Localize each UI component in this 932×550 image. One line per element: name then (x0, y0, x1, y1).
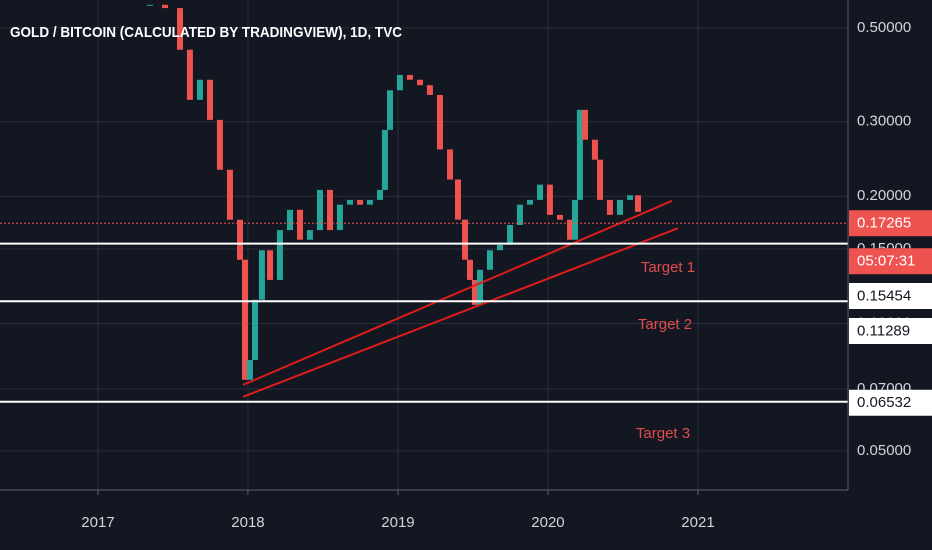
candle (546, 184, 553, 215)
y-tick-label: 0.05000 (857, 442, 911, 459)
x-tick-label: 2017 (81, 514, 114, 531)
candle (567, 219, 574, 240)
level-label-box (849, 283, 932, 309)
candle (597, 159, 604, 200)
candle (616, 199, 623, 215)
axes: 0.500000.300000.200000.150000.100000.070… (81, 19, 932, 531)
candle (556, 214, 563, 220)
countdown-label: 05:07:31 (857, 253, 915, 270)
x-tick-label: 2019 (381, 514, 414, 531)
candle (606, 199, 613, 215)
candle (297, 209, 304, 240)
trend-line (242, 227, 679, 398)
countdown-label-box (849, 248, 932, 275)
candle (357, 199, 364, 205)
candle (276, 230, 283, 280)
candle (417, 79, 424, 86)
candle (576, 109, 583, 200)
candle (216, 119, 223, 170)
candle (496, 244, 503, 251)
candle (507, 224, 514, 245)
candle (471, 279, 478, 305)
annotation: Target 1 (641, 259, 695, 276)
x-tick-label: 2020 (531, 514, 564, 531)
candle (346, 199, 353, 205)
candle (477, 269, 484, 305)
y-tick-label: 0.30000 (857, 113, 911, 130)
candle (447, 149, 454, 180)
last-price-label: 0.17265 (857, 215, 911, 232)
candle (196, 79, 203, 100)
candle (591, 139, 598, 160)
level-label-box (849, 318, 932, 344)
candle (237, 219, 244, 260)
candle (241, 259, 248, 380)
candle (186, 49, 193, 100)
candle (162, 4, 169, 9)
last-price-label-box (849, 210, 932, 237)
candle (526, 199, 533, 205)
plot-area: Target 1 Target 2 Target 3 (0, 4, 848, 442)
candle (316, 189, 323, 231)
grid (0, 0, 848, 490)
candle (207, 79, 214, 120)
candle (387, 90, 394, 130)
level-label: 0.15454 (857, 287, 911, 304)
candle (466, 259, 473, 280)
level-label: 0.11289 (857, 322, 910, 339)
candle (486, 250, 493, 270)
candle (258, 250, 265, 300)
candle (336, 204, 343, 231)
candle (582, 109, 589, 140)
candle (571, 199, 578, 240)
candle (286, 209, 293, 231)
level-label: 0.06532 (857, 394, 911, 411)
annotation: Target 2 (638, 316, 692, 333)
candle (366, 199, 373, 205)
x-tick-label: 2018 (231, 514, 264, 531)
candle (226, 169, 233, 220)
candle (396, 74, 403, 91)
candle (177, 8, 184, 50)
y-tick-label: 0.20000 (857, 187, 911, 204)
candle (537, 184, 544, 200)
candle (627, 195, 634, 200)
candle (306, 230, 313, 240)
candle (381, 129, 388, 190)
annotation: Target 3 (636, 425, 690, 442)
level-label-box (849, 389, 932, 416)
trend-line (242, 199, 673, 386)
chart-title: GOLD / BITCOIN (CALCULATED BY TRADINGVIE… (10, 24, 402, 41)
candle (516, 204, 523, 225)
candle (426, 85, 433, 95)
candle (406, 74, 413, 80)
y-tick-label: 0.50000 (857, 19, 911, 36)
candle (376, 189, 383, 200)
candle (462, 219, 469, 260)
candle (327, 189, 334, 231)
candle (634, 195, 641, 212)
candle (252, 299, 259, 360)
x-tick-label: 2021 (681, 514, 714, 531)
candle (246, 359, 253, 380)
candle (267, 250, 274, 280)
candle (147, 4, 154, 6)
candle (454, 179, 461, 220)
candle (436, 94, 443, 150)
